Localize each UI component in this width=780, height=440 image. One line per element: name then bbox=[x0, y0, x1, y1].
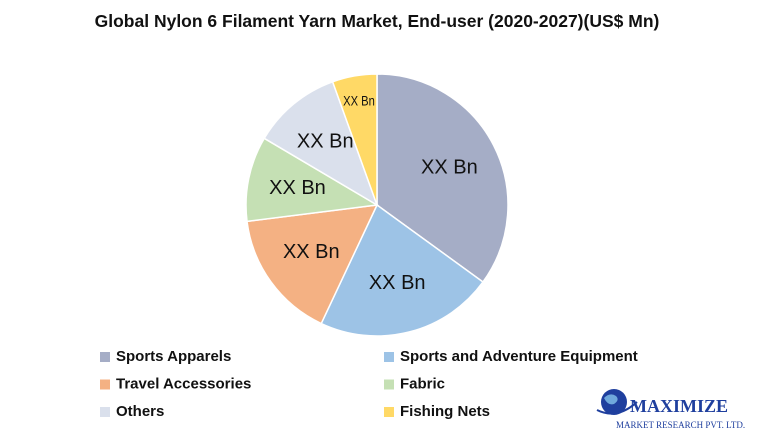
legend-marker bbox=[384, 407, 394, 417]
pie-slice bbox=[376, 73, 509, 284]
legend-label: Others bbox=[116, 403, 164, 420]
legend-label: Fabric bbox=[400, 375, 445, 392]
data-label: XX Bn bbox=[269, 177, 326, 199]
logo-globe bbox=[596, 389, 638, 415]
data-label: XX Bn bbox=[369, 272, 426, 294]
chart-title: Global Nylon 6 Filament Yarn Market, End… bbox=[94, 11, 660, 31]
legend-marker bbox=[100, 379, 110, 390]
legend-label: Sports Apparels bbox=[116, 348, 231, 365]
legend-label: Travel Accessories bbox=[116, 375, 251, 392]
pie-slice bbox=[263, 80, 379, 207]
pie-slice bbox=[245, 137, 380, 223]
data-label: XX Bn bbox=[343, 93, 375, 108]
legend-marker bbox=[100, 407, 110, 417]
logo-tagline: MARKET RESEARCH PVT. LTD. bbox=[616, 420, 745, 430]
data-label: XX Bn bbox=[421, 156, 478, 178]
data-label: XX Bn bbox=[283, 241, 340, 263]
data-label: XX Bn bbox=[297, 131, 354, 153]
logo-name: MAXIMIZE bbox=[630, 396, 728, 416]
pie-slice bbox=[246, 204, 379, 325]
legend-marker bbox=[384, 352, 394, 362]
legend-marker bbox=[100, 352, 110, 362]
pie-slice bbox=[331, 73, 378, 206]
legend-label: Sports and Adventure Equipment bbox=[400, 348, 638, 365]
legend-marker bbox=[384, 379, 394, 390]
legend-label: Fishing Nets bbox=[400, 403, 490, 420]
